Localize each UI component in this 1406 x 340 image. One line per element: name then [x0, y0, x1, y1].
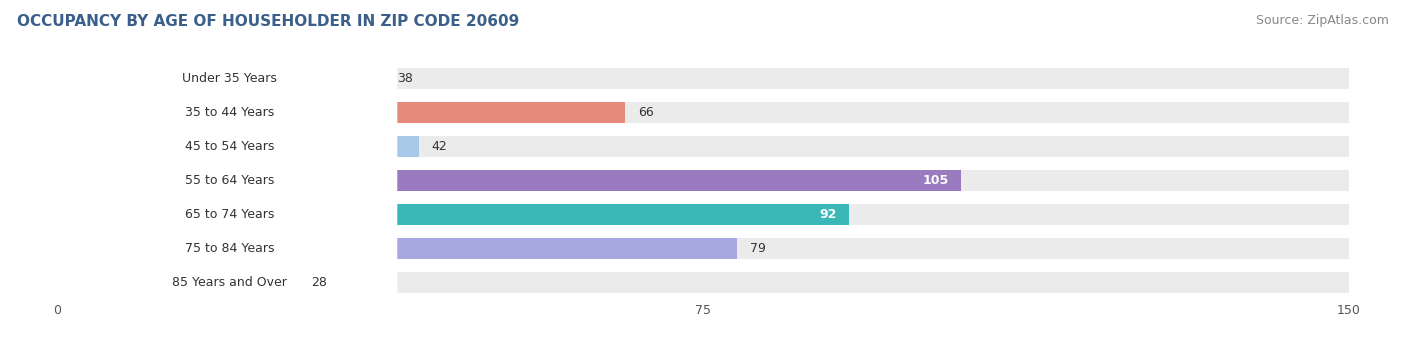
Bar	[58, 204, 1348, 225]
Text: 92: 92	[820, 208, 837, 221]
Text: Source: ZipAtlas.com: Source: ZipAtlas.com	[1256, 14, 1389, 27]
Text: 66: 66	[638, 106, 654, 119]
Bar	[58, 272, 298, 293]
Bar	[58, 238, 1348, 259]
Text: 28: 28	[311, 276, 328, 289]
FancyBboxPatch shape	[53, 120, 398, 172]
FancyBboxPatch shape	[53, 188, 398, 240]
Text: 105: 105	[922, 174, 949, 187]
Bar	[58, 170, 962, 191]
Text: 35 to 44 Years: 35 to 44 Years	[184, 106, 274, 119]
FancyBboxPatch shape	[53, 256, 398, 308]
Text: 55 to 64 Years: 55 to 64 Years	[184, 174, 274, 187]
FancyBboxPatch shape	[53, 222, 398, 274]
Bar	[58, 68, 384, 89]
FancyBboxPatch shape	[53, 86, 398, 138]
Text: 65 to 74 Years: 65 to 74 Years	[184, 208, 274, 221]
Bar	[58, 102, 1348, 123]
Bar	[58, 136, 419, 157]
FancyBboxPatch shape	[53, 154, 398, 206]
Text: 75 to 84 Years: 75 to 84 Years	[184, 242, 274, 255]
Text: Under 35 Years: Under 35 Years	[181, 72, 277, 85]
Bar	[58, 68, 1348, 89]
Text: 45 to 54 Years: 45 to 54 Years	[184, 140, 274, 153]
Text: 85 Years and Over: 85 Years and Over	[172, 276, 287, 289]
Bar	[58, 170, 1348, 191]
Bar	[58, 136, 1348, 157]
FancyBboxPatch shape	[53, 52, 398, 104]
Text: 38: 38	[398, 72, 413, 85]
Text: 42: 42	[432, 140, 447, 153]
Text: OCCUPANCY BY AGE OF HOUSEHOLDER IN ZIP CODE 20609: OCCUPANCY BY AGE OF HOUSEHOLDER IN ZIP C…	[17, 14, 519, 29]
Bar	[58, 238, 738, 259]
Text: 79: 79	[751, 242, 766, 255]
Bar	[58, 272, 1348, 293]
Bar	[58, 102, 626, 123]
Bar	[58, 204, 849, 225]
